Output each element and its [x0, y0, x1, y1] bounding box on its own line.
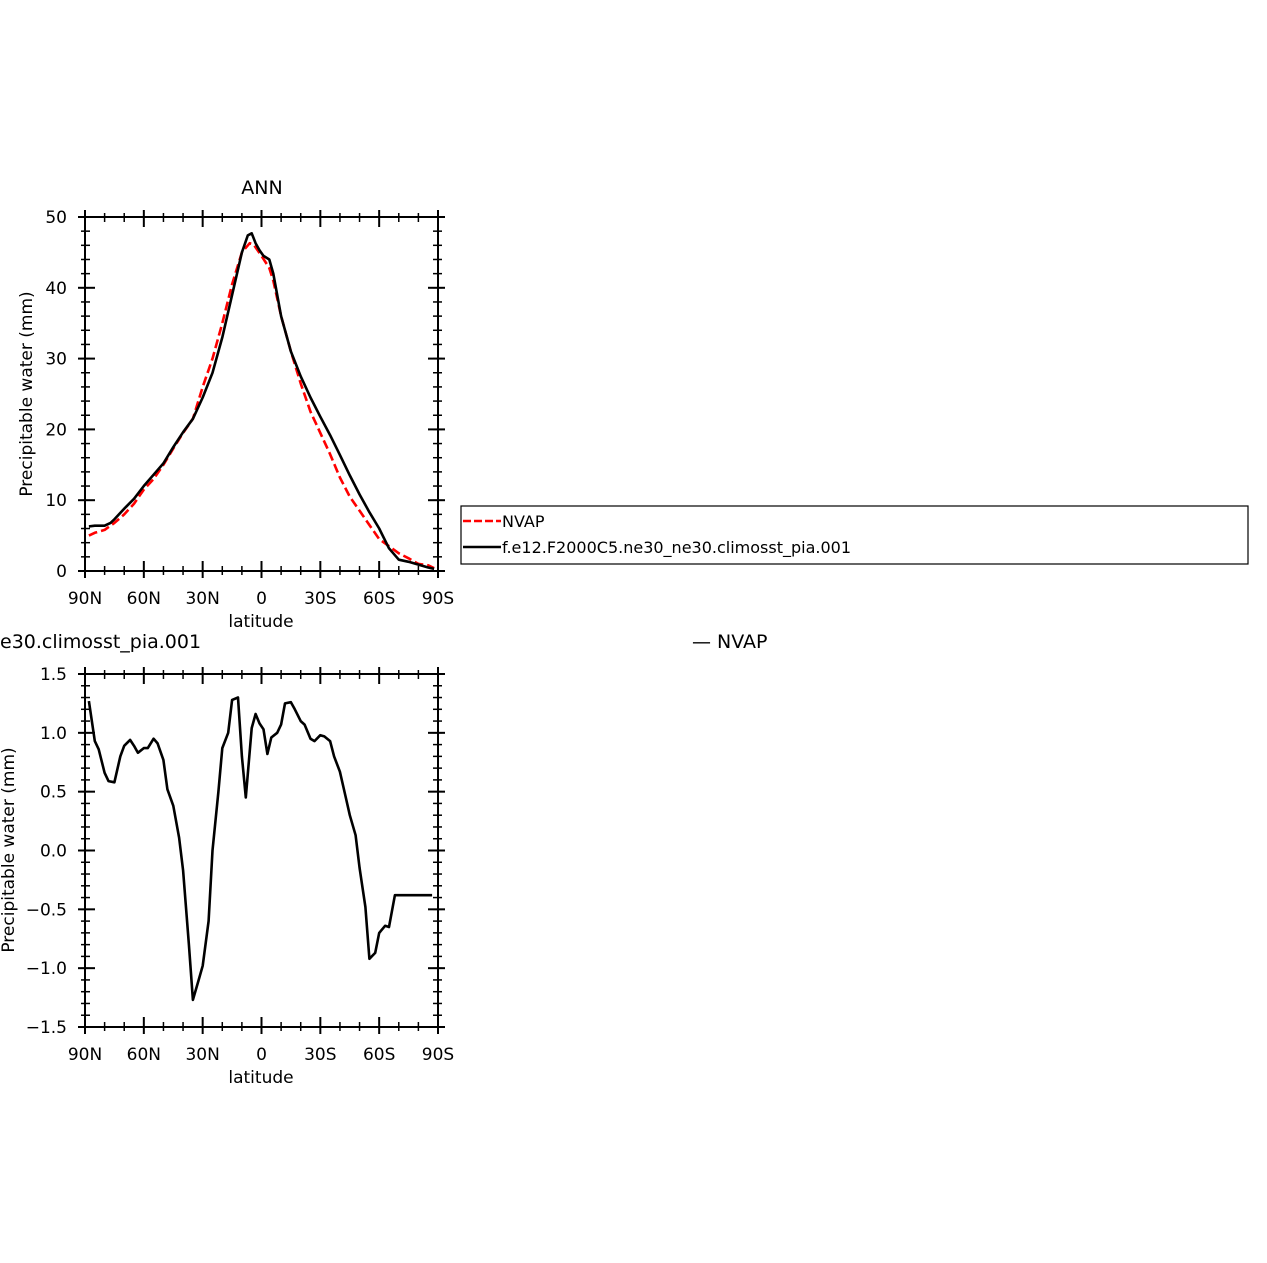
bottom-xtick-label: 60N — [127, 1045, 161, 1065]
bottom-ylabel-mask-2 — [0, 958, 22, 1038]
bottom-ylabel-mask — [0, 660, 22, 742]
top-xtick-label: 30S — [304, 589, 336, 609]
bottom-left-title: e30.climosst_pia.001 — [0, 631, 201, 653]
top-ytick-label: 10 — [45, 491, 67, 511]
bottom-ytick-label: −1.0 — [26, 959, 67, 979]
top-xlabel: latitude — [228, 612, 293, 632]
top-xtick-label: 90S — [422, 589, 454, 609]
top-ytick-label: 40 — [45, 279, 67, 299]
bottom-xtick-label: 60S — [363, 1045, 395, 1065]
bottom-plot-frame — [84, 673, 439, 1028]
top-panel: ANN Precipitable water (mm) latitude 90N… — [17, 177, 454, 632]
bottom-xlabel: latitude — [228, 1068, 293, 1088]
top-xtick-label: 60N — [127, 589, 161, 609]
bottom-ylabel: Precipitable water (mm) — [0, 747, 19, 952]
top-series-line-1 — [88, 232, 435, 571]
top-ytick-label: 30 — [45, 350, 67, 370]
bottom-series-line-0 — [87, 696, 433, 1002]
top-chart-title: ANN — [241, 177, 282, 199]
bottom-ytick-label: 0.0 — [40, 842, 67, 862]
top-xtick-label: 0 — [256, 589, 267, 609]
top-ylabel: Precipitable water (mm) — [17, 291, 37, 496]
bottom-xtick-label: 90N — [68, 1045, 102, 1065]
bottom-xtick-label: 90S — [422, 1045, 454, 1065]
bottom-xtick-label: 30S — [304, 1045, 336, 1065]
legend-label-model: f.e12.F2000C5.ne30_ne30.climosst_pia.001 — [502, 538, 851, 558]
top-xtick-label: 90N — [68, 589, 102, 609]
bottom-ytick-label: 1.5 — [40, 665, 67, 685]
bottom-right-title: — NVAP — [692, 631, 768, 653]
top-ytick-label: 0 — [56, 562, 67, 582]
top-ytick-label: 20 — [45, 420, 67, 440]
bottom-ytick-label: 1.0 — [40, 724, 67, 744]
top-series-line-0 — [88, 241, 435, 570]
top-xtick-label: 30N — [185, 589, 219, 609]
top-xtick-label: 60S — [363, 589, 395, 609]
bottom-ytick-label: −0.5 — [26, 900, 67, 920]
top-ticks: 90N 60N 30N 0 30S 60S 90S 0 10 20 30 40 50 — [45, 208, 454, 609]
bottom-panel: e30.climosst_pia.001 — NVAP Precipitable… — [0, 631, 768, 1088]
legend-label-nvap: NVAP — [502, 512, 545, 531]
bottom-xtick-label: 30N — [185, 1045, 219, 1065]
bottom-ytick-label: 0.5 — [40, 783, 67, 803]
legend-box — [460, 505, 1249, 565]
bottom-series — [87, 696, 433, 1002]
bottom-xtick-label: 0 — [256, 1045, 267, 1065]
top-series — [88, 232, 435, 571]
legend: NVAP f.e12.F2000C5.ne30_ne30.climosst_pi… — [460, 505, 1249, 565]
top-ytick-label: 50 — [45, 208, 67, 228]
bottom-ytick-label: −1.5 — [26, 1018, 67, 1038]
top-plot-frame — [84, 216, 439, 572]
